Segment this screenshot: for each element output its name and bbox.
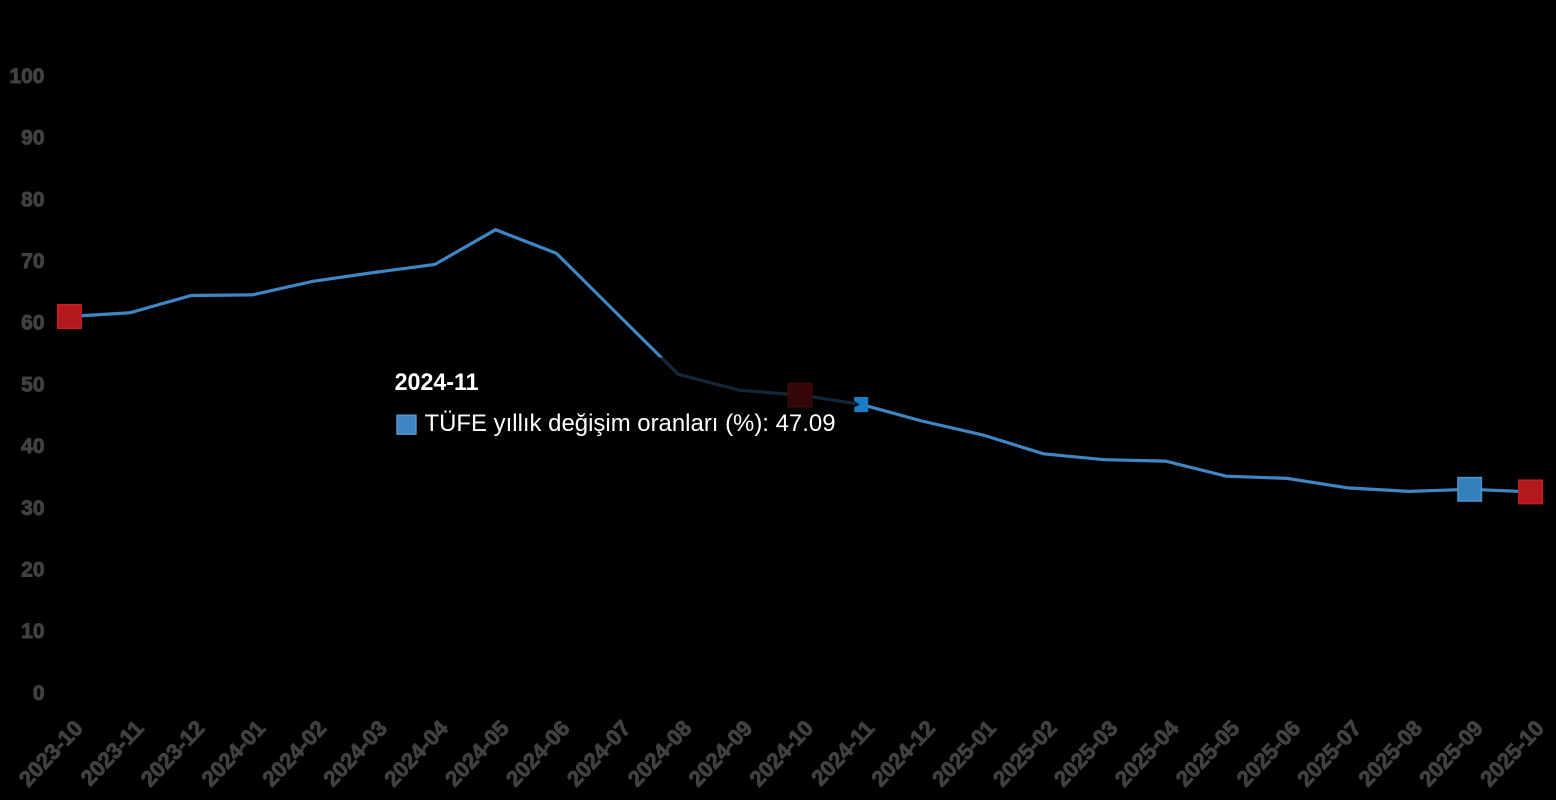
svg-text:60: 60 xyxy=(21,312,44,335)
svg-text:90: 90 xyxy=(21,127,44,150)
svg-text:2024-11: 2024-11 xyxy=(395,369,479,396)
svg-text:100: 100 xyxy=(9,65,44,88)
svg-text:TÜFE yıllık değişim oranları (: TÜFE yıllık değişim oranları (%): 47.09 xyxy=(425,410,836,437)
svg-text:30: 30 xyxy=(21,497,44,520)
svg-text:50: 50 xyxy=(21,373,44,396)
svg-text:20: 20 xyxy=(21,559,44,582)
svg-text:0: 0 xyxy=(33,682,45,705)
svg-text:10: 10 xyxy=(21,620,44,643)
svg-text:70: 70 xyxy=(21,250,44,273)
svg-text:40: 40 xyxy=(21,435,44,458)
svg-text:80: 80 xyxy=(21,188,44,211)
